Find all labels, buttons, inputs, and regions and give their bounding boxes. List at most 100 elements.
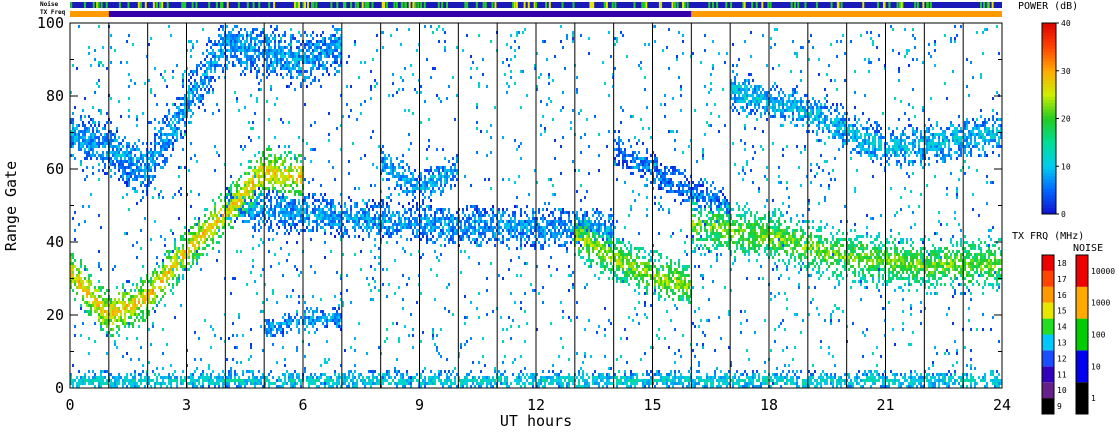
heatmap-cell	[226, 64, 228, 67]
heatmap-cell	[318, 223, 320, 226]
noise-strip-cell	[896, 2, 899, 8]
heatmap-cell	[178, 190, 180, 193]
heatmap-cell	[244, 193, 246, 196]
heatmap-cell	[414, 187, 416, 190]
heatmap-cell	[344, 373, 346, 376]
heatmap-cell	[226, 202, 228, 205]
heatmap-cell	[198, 244, 200, 247]
heatmap-cell	[444, 208, 446, 211]
heatmap-cell	[194, 382, 196, 385]
heatmap-cell	[260, 79, 262, 82]
heatmap-cell	[326, 214, 328, 217]
heatmap-cell	[84, 265, 86, 268]
heatmap-cell	[364, 217, 366, 220]
heatmap-cell	[364, 211, 366, 214]
heatmap-cell	[246, 379, 248, 382]
heatmap-cell	[254, 202, 256, 205]
heatmap-cell	[72, 262, 74, 265]
heatmap-cell	[340, 49, 342, 52]
heatmap-cell	[416, 49, 418, 52]
noise-strip-cell	[512, 2, 515, 8]
heatmap-cell	[420, 385, 422, 388]
heatmap-cell	[164, 115, 166, 118]
heatmap-cell	[480, 232, 482, 235]
noise-strip-cell	[118, 2, 121, 8]
heatmap-cell	[232, 226, 234, 229]
heatmap-cell	[98, 289, 100, 292]
heatmap-cell	[312, 202, 314, 205]
heatmap-cell	[250, 217, 252, 220]
heatmap-cell	[358, 226, 360, 229]
heatmap-cell	[106, 334, 108, 337]
heatmap-cell	[438, 259, 440, 262]
heatmap-cell	[428, 187, 430, 190]
heatmap-cell	[126, 280, 128, 283]
heatmap-cell	[320, 217, 322, 220]
heatmap-cell	[94, 322, 96, 325]
heatmap-cell	[368, 211, 370, 214]
heatmap-cell	[280, 49, 282, 52]
heatmap-cell	[252, 196, 254, 199]
heatmap-cell	[404, 169, 406, 172]
heatmap-cell	[444, 172, 446, 175]
heatmap-cell	[334, 37, 336, 40]
heatmap-cell	[256, 292, 258, 295]
heatmap-cell	[172, 379, 174, 382]
heatmap-cell	[306, 376, 308, 379]
heatmap-cell	[132, 283, 134, 286]
heatmap-cell	[196, 97, 198, 100]
heatmap-cell	[370, 250, 372, 253]
heatmap-cell	[428, 145, 430, 148]
heatmap-cell	[234, 202, 236, 205]
heatmap-cell	[328, 358, 330, 361]
heatmap-cell	[448, 226, 450, 229]
heatmap-cell	[368, 382, 370, 385]
heatmap-cell	[386, 220, 388, 223]
heatmap-cell	[270, 85, 272, 88]
heatmap-cell	[114, 301, 116, 304]
heatmap-cell	[476, 244, 478, 247]
heatmap-cell	[444, 166, 446, 169]
heatmap-cell	[280, 61, 282, 64]
heatmap-cell	[468, 235, 470, 238]
heatmap-cell	[290, 319, 292, 322]
heatmap-cell	[180, 235, 182, 238]
heatmap-cell	[430, 199, 432, 202]
heatmap-cell	[152, 307, 154, 310]
heatmap-cell	[324, 55, 326, 58]
heatmap-cell	[322, 61, 324, 64]
heatmap-cell	[278, 262, 280, 265]
heatmap-cell	[270, 199, 272, 202]
heatmap-cell	[160, 280, 162, 283]
heatmap-cell	[88, 121, 90, 124]
heatmap-cell	[314, 310, 316, 313]
heatmap-cell	[340, 328, 342, 331]
heatmap-cell	[394, 229, 396, 232]
heatmap-cell	[482, 238, 484, 241]
heatmap-cell	[152, 280, 154, 283]
heatmap-cell	[92, 382, 94, 385]
heatmap-cell	[234, 34, 236, 37]
heatmap-cell	[188, 88, 190, 91]
heatmap-cell	[184, 265, 186, 268]
heatmap-cell	[90, 379, 92, 382]
heatmap-cell	[288, 169, 290, 172]
heatmap-cell	[106, 352, 108, 355]
heatmap-cell	[218, 40, 220, 43]
heatmap-cell	[234, 346, 236, 349]
heatmap-cell	[232, 61, 234, 64]
heatmap-cell	[304, 31, 306, 34]
heatmap-cell	[354, 214, 356, 217]
noise-strip-cell	[342, 2, 345, 8]
heatmap-cell	[212, 112, 214, 115]
heatmap-cell	[174, 247, 176, 250]
heatmap-cell	[290, 40, 292, 43]
heatmap-cell	[218, 43, 220, 46]
heatmap-cell	[178, 250, 180, 253]
heatmap-cell	[118, 298, 120, 301]
heatmap-cell	[326, 361, 328, 364]
heatmap-cell	[288, 151, 290, 154]
heatmap-cell	[228, 370, 230, 373]
heatmap-cell	[256, 97, 258, 100]
heatmap-cell	[220, 37, 222, 40]
